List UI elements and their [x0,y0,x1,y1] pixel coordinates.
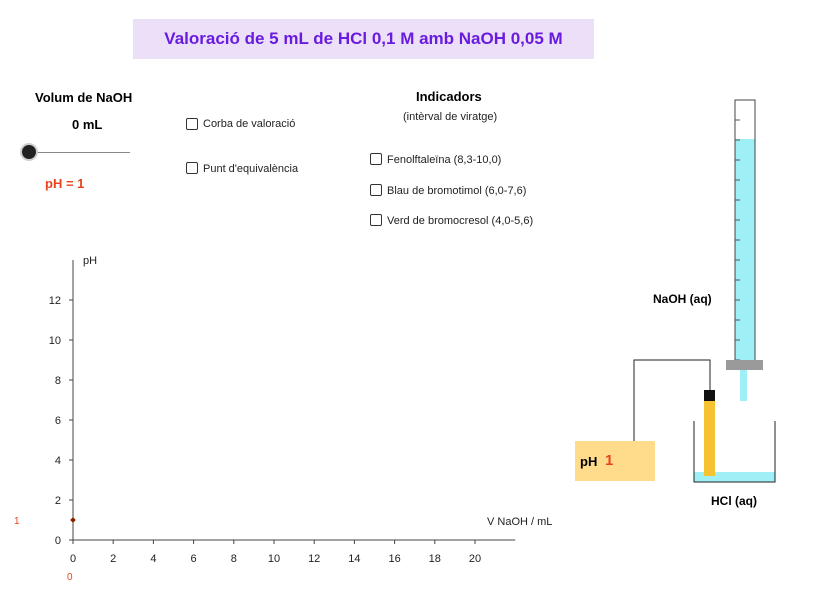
ph-meter-value: 1 [605,452,614,469]
titration-curve-label: Corba de valoració [203,118,296,130]
y-tick-label: 6 [55,415,61,427]
equivalence-point-checkbox[interactable] [186,162,198,174]
burette-label: NaOH (aq) [653,292,712,306]
point-y-readout: 1 [14,516,20,527]
x-tick-label: 6 [191,553,197,565]
page-title: Valoració de 5 mL de HCl 0,1 M amb NaOH … [164,29,563,48]
titration-curve-checkbox[interactable] [186,118,198,130]
x-tick-label: 14 [348,553,360,565]
indicators-subheading: (intèrval de viratge) [403,111,498,123]
y-axis-label: pH [83,255,97,267]
bromothymol-blue-checkbox[interactable] [370,184,382,196]
bromothymol-blue-label: Blau de bromotimol (6,0-7,6) [387,185,527,197]
y-tick-label: 8 [55,375,61,387]
x-tick-label: 8 [231,553,237,565]
x-tick-label: 0 [70,553,76,565]
x-tick-label: 12 [308,553,320,565]
x-tick-label: 2 [110,553,116,565]
volume-value: 0 mL [72,117,103,132]
phenolphthalein-label: Fenolftaleïna (8,3-10,0) [387,154,502,166]
data-point [70,517,76,523]
indicators-heading: Indicadors [416,89,482,104]
x-tick-label: 20 [469,553,481,565]
ph-value-display: pH = 1 [45,176,85,191]
x-tick-label: 10 [268,553,280,565]
ph-meter-display [575,441,655,481]
volume-label: Volum de NaOH [35,90,133,105]
phenolphthalein-checkbox[interactable] [370,153,382,165]
y-tick-label: 10 [49,335,61,347]
bromocresol-green-label: Verd de bromocresol (4,0-5,6) [387,215,534,227]
x-tick-label: 18 [429,553,441,565]
chart-points [70,517,76,523]
x-tick-label: 4 [150,553,156,565]
chart-axes [72,260,516,541]
bromocresol-green-checkbox[interactable] [370,214,382,226]
title-background [133,19,594,59]
x-tick-label: 16 [388,553,400,565]
y-tick-label: 4 [55,455,61,467]
beaker-label: HCl (aq) [711,494,757,508]
chart-ticks: 0 2 4 6 8 10 12 14 16 18 20 0 2 4 6 8 10 12 [49,295,481,565]
ph-meter-label: pH [580,454,598,469]
y-tick-label: 0 [55,535,61,547]
y-tick-label: 2 [55,495,61,507]
x-axis-label: V NaOH / mL [487,516,552,528]
y-tick-label: 12 [49,295,61,307]
point-x-readout: 0 [67,572,73,583]
equivalence-point-label: Punt d'equivalència [203,163,299,175]
volume-slider-track[interactable] [29,152,130,153]
volume-slider-handle[interactable] [22,145,36,159]
